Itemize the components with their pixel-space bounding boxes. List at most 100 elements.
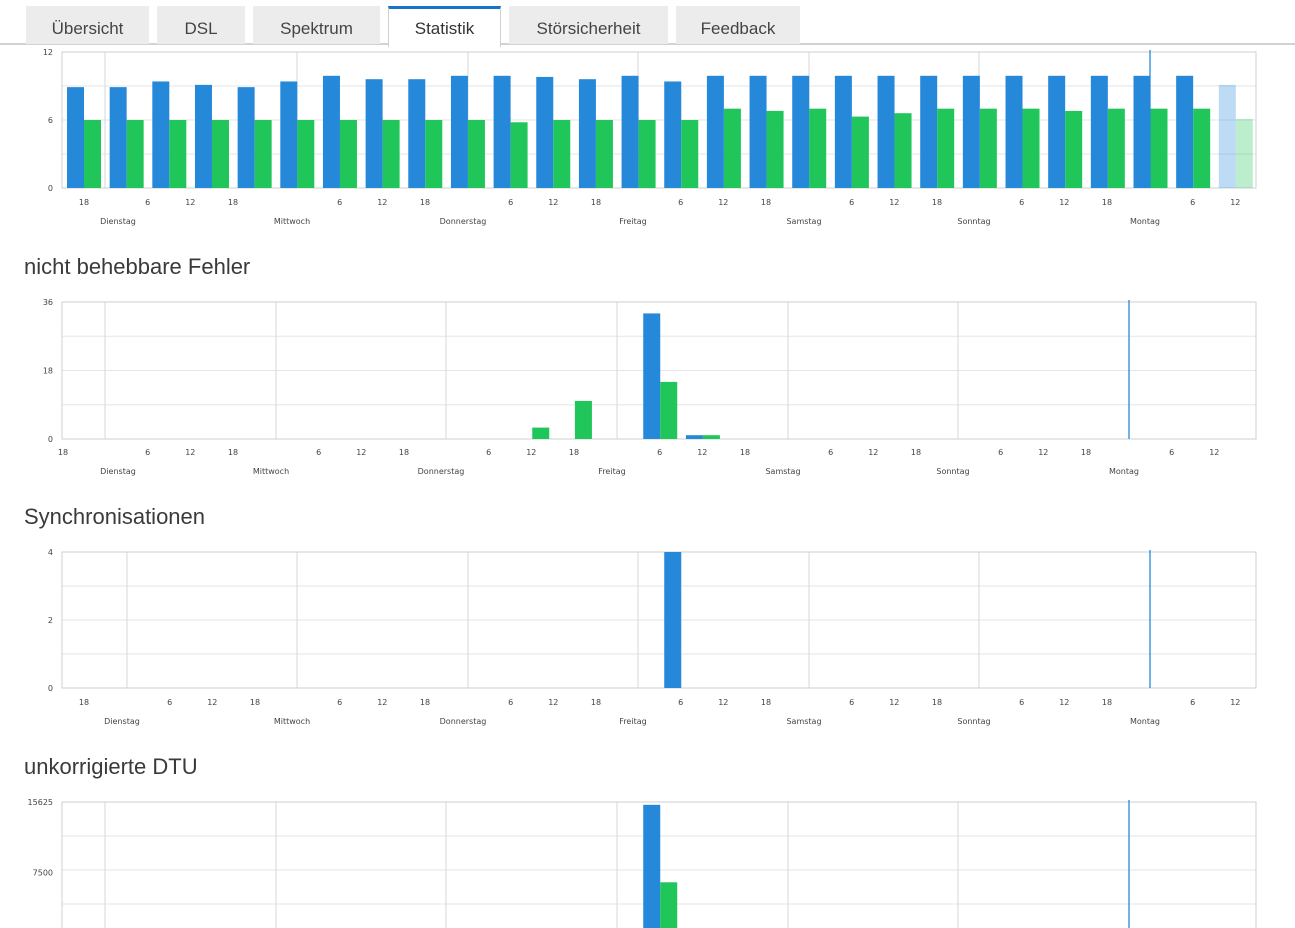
- plot-frame: [61, 801, 1257, 928]
- x-tick-label: 6: [145, 448, 150, 457]
- bar-upstream: [723, 108, 741, 188]
- bar-upstream: [339, 120, 357, 188]
- plot-frame: [61, 551, 1257, 689]
- x-tick-label: 6: [828, 448, 833, 457]
- day-label: Donnerstag: [418, 467, 465, 476]
- x-tick-label: 12: [1209, 448, 1219, 457]
- bar-downstream: [664, 552, 682, 688]
- bar-downstream: [1005, 75, 1023, 188]
- bar-downstream: [706, 75, 724, 188]
- tab-feedback[interactable]: Feedback: [676, 6, 800, 44]
- x-tick-label: 12: [1230, 198, 1240, 207]
- x-tick-label: 6: [657, 448, 662, 457]
- y-tick-label: 2: [48, 616, 53, 625]
- bar-downstream: [749, 75, 767, 188]
- y-tick-label: 0: [48, 184, 53, 193]
- bar-upstream: [702, 435, 720, 439]
- x-tick-label: 18: [58, 448, 68, 457]
- x-tick-label: 12: [185, 198, 195, 207]
- x-tick-label: 12: [697, 448, 707, 457]
- bar-downstream: [877, 75, 895, 188]
- x-tick-label: 6: [145, 198, 150, 207]
- x-tick-label: 6: [508, 198, 513, 207]
- x-tick-label: 12: [185, 448, 195, 457]
- bar-upstream: [660, 882, 678, 928]
- x-tick-label: 12: [1038, 448, 1048, 457]
- tab-statistik[interactable]: Statistik: [388, 6, 501, 47]
- bar-downstream: [664, 81, 682, 188]
- bar-upstream: [254, 120, 272, 188]
- tab-spektrum[interactable]: Spektrum: [253, 6, 380, 44]
- bar-upstream: [532, 427, 550, 439]
- y-tick-label: 7500: [33, 869, 53, 878]
- day-label: Sonntag: [936, 467, 969, 476]
- x-tick-label: 18: [250, 698, 260, 707]
- chart-datarate: 0 6 12 18 6 12 18 6 12 18 6 12 18 6 12 18 6 12 18 6 12 18 6 12 D…: [43, 48, 1257, 226]
- x-tick-label: 12: [207, 698, 217, 707]
- x-tick-label: 12: [889, 698, 899, 707]
- x-tick-label: 6: [337, 198, 342, 207]
- bar-upstream: [1022, 108, 1040, 188]
- bar-upstream: [169, 120, 187, 188]
- x-tick-label: 6: [678, 198, 683, 207]
- section-title-dtu: unkorrigierte DTU: [24, 754, 198, 779]
- x-tick-label: 12: [377, 198, 387, 207]
- x-tick-label: 6: [849, 198, 854, 207]
- day-label: Mittwoch: [253, 467, 289, 476]
- x-tick-label: 18: [420, 698, 430, 707]
- x-tick-label: 6: [337, 698, 342, 707]
- tab-bar: Übersicht DSL Spektrum Statistik Störsic…: [0, 0, 1295, 47]
- day-label: Samstag: [786, 217, 821, 226]
- bar-downstream: [408, 79, 426, 188]
- bar-upstream: [1193, 108, 1211, 188]
- bar-downstream: [493, 75, 511, 188]
- x-tick-label: 12: [718, 698, 728, 707]
- day-label: Freitag: [619, 717, 646, 726]
- bar-downstream: [685, 435, 703, 439]
- x-tick-label: 18: [420, 198, 430, 207]
- x-tick-label: 12: [1059, 198, 1069, 207]
- day-label: Montag: [1130, 217, 1160, 226]
- plot-frame: [61, 51, 1257, 189]
- x-tick-label: 18: [228, 448, 238, 457]
- bar-downstream: [1218, 84, 1236, 188]
- bar-upstream: [211, 120, 229, 188]
- chart-nicht-behebbare-fehler: 0 18 36 18 6 12 18 6 12 18 6 12 18 6 12 18 6 12 18 6 12 18 6 12…: [43, 298, 1257, 476]
- x-tick-label: 12: [548, 698, 558, 707]
- x-tick-label: 18: [79, 198, 89, 207]
- day-label: Freitag: [598, 467, 625, 476]
- tab-dsl[interactable]: DSL: [157, 6, 245, 44]
- bar-upstream: [126, 120, 144, 188]
- bar-upstream: [638, 120, 656, 188]
- bar-downstream: [109, 87, 127, 188]
- x-tick-label: 12: [548, 198, 558, 207]
- x-tick-label: 18: [569, 448, 579, 457]
- x-tick-label: 6: [678, 698, 683, 707]
- bar-downstream: [643, 313, 661, 439]
- bar-upstream: [574, 400, 592, 439]
- x-tick-label: 18: [591, 198, 601, 207]
- x-tick-label: 12: [1059, 698, 1069, 707]
- y-tick-label: 6: [48, 116, 53, 125]
- bar-downstream: [621, 75, 639, 188]
- x-tick-label: 18: [911, 448, 921, 457]
- day-label: Dienstag: [100, 467, 136, 476]
- day-label: Montag: [1109, 467, 1139, 476]
- chart-unkorrigierte-dtu: 7500 15625: [28, 798, 1257, 928]
- day-label: Samstag: [765, 467, 800, 476]
- x-tick-label: 12: [356, 448, 366, 457]
- x-tick-label: 12: [1230, 698, 1240, 707]
- bar-upstream: [553, 120, 571, 188]
- tab-uebersicht[interactable]: Übersicht: [26, 6, 149, 44]
- bar-downstream: [962, 75, 980, 188]
- tab-stoersicherheit[interactable]: Störsicherheit: [509, 6, 668, 44]
- bar-upstream: [595, 120, 613, 188]
- y-tick-label: 0: [48, 435, 53, 444]
- bar-upstream: [809, 108, 827, 188]
- x-tick-label: 18: [228, 198, 238, 207]
- x-tick-label: 18: [761, 198, 771, 207]
- x-tick-label: 6: [167, 698, 172, 707]
- bar-downstream: [450, 75, 468, 188]
- bar-downstream: [578, 79, 596, 188]
- x-tick-label: 6: [1190, 698, 1195, 707]
